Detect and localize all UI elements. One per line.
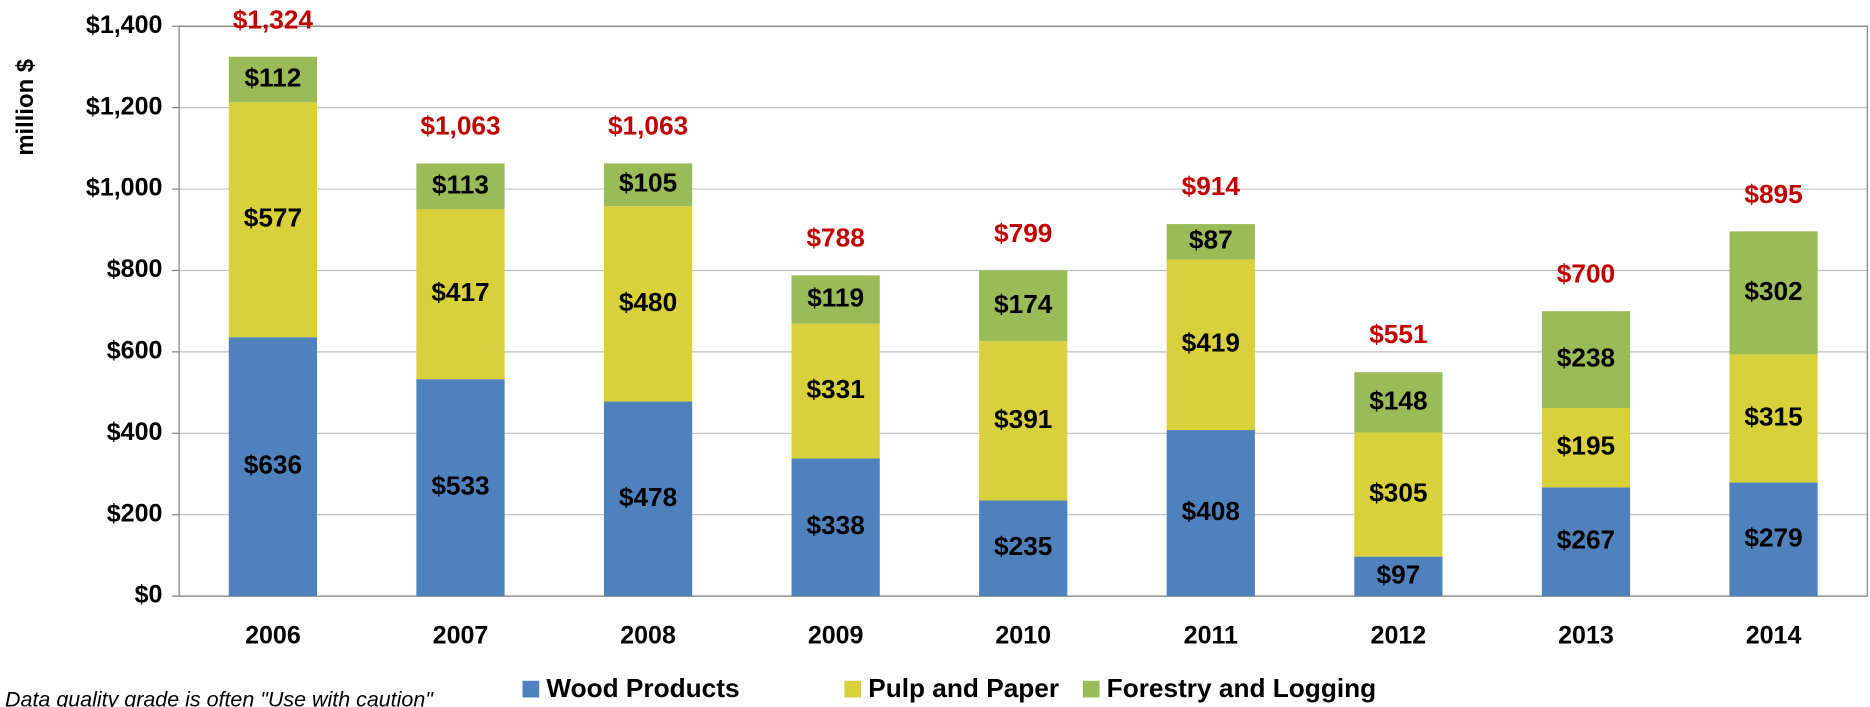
x-tick-label: 2006 <box>245 621 301 649</box>
value-label: $97 <box>1377 559 1421 589</box>
value-label: $408 <box>1182 496 1240 526</box>
value-label: $419 <box>1182 328 1240 358</box>
x-tick-label: 2014 <box>1746 621 1802 649</box>
total-label: $551 <box>1369 319 1427 349</box>
y-tick-label: $400 <box>107 418 163 446</box>
value-label: $636 <box>244 450 302 480</box>
value-label: $338 <box>806 510 864 540</box>
bar-segment <box>1729 231 1818 355</box>
y-tick-label: $1,000 <box>86 174 163 202</box>
x-tick-label: 2009 <box>808 621 864 649</box>
value-label: $195 <box>1557 431 1615 461</box>
bar-segment <box>791 275 880 324</box>
y-tick-label: $800 <box>107 255 163 283</box>
bar-segment <box>1541 408 1631 488</box>
bar-segment <box>1729 482 1818 597</box>
x-tick-label: 2012 <box>1371 621 1427 649</box>
value-label: $279 <box>1744 522 1802 552</box>
value-label: $113 <box>432 169 489 199</box>
x-tick-label: 2007 <box>433 621 489 649</box>
value-label: $391 <box>994 404 1052 434</box>
y-tick-label: $0 <box>135 581 163 609</box>
value-label: $87 <box>1189 225 1233 255</box>
total-label: $700 <box>1557 258 1615 288</box>
bar-segment <box>1354 372 1443 433</box>
total-label: $1,063 <box>608 111 688 141</box>
bar-segment <box>1354 556 1443 597</box>
value-label: $577 <box>244 203 302 233</box>
bar-segment <box>1166 430 1255 597</box>
bar-segment <box>603 206 693 402</box>
x-tick-label: 2008 <box>620 621 676 649</box>
bar-segment <box>1166 259 1255 431</box>
value-label: $533 <box>431 471 489 501</box>
bar-segment <box>416 209 505 380</box>
value-label: $235 <box>994 531 1052 561</box>
bar-segment <box>791 323 880 459</box>
bar-segment <box>228 56 318 103</box>
bar-segment <box>228 337 318 597</box>
y-tick-label: $600 <box>107 336 163 364</box>
value-label: $417 <box>431 277 489 307</box>
total-label: $799 <box>994 218 1052 248</box>
legend-swatch <box>1082 680 1100 698</box>
total-label: $1,063 <box>420 111 500 141</box>
total-label: $788 <box>806 223 864 253</box>
value-label: $480 <box>619 287 677 317</box>
value-label: $478 <box>619 482 677 512</box>
value-label: $331 <box>806 374 864 404</box>
legend-label: Pulp and Paper <box>868 673 1059 703</box>
bar-segment <box>1541 487 1631 597</box>
bar-segment <box>1541 311 1631 409</box>
total-label: $914 <box>1182 171 1241 201</box>
y-tick-label: $1,200 <box>86 92 163 120</box>
y-axis-label: million $ <box>12 59 39 156</box>
bar-segment <box>791 458 880 597</box>
value-label: $238 <box>1557 343 1615 373</box>
bar-segment <box>979 341 1068 501</box>
value-label: $105 <box>619 168 677 198</box>
x-tick-label: 2013 <box>1558 621 1614 649</box>
y-tick-label: $1,400 <box>86 11 163 39</box>
value-label: $267 <box>1557 525 1615 555</box>
total-label: $895 <box>1744 179 1802 209</box>
value-label: $119 <box>807 282 864 312</box>
bar-segment <box>416 163 505 210</box>
bar-segment <box>1166 224 1255 260</box>
value-label: $305 <box>1369 477 1427 507</box>
x-tick-label: 2010 <box>995 621 1051 649</box>
value-label: $148 <box>1369 385 1427 415</box>
bar-segment <box>1729 354 1818 483</box>
x-tick-label: 2011 <box>1184 621 1238 649</box>
bar-segment <box>603 163 693 207</box>
legend-label: Wood Products <box>546 673 739 703</box>
value-label: $112 <box>244 62 301 92</box>
note: Data quality grade is often "Use with ca… <box>5 688 434 707</box>
value-label: $315 <box>1744 401 1802 431</box>
value-label: $174 <box>994 289 1053 319</box>
bar-segment <box>1354 432 1443 557</box>
legend-swatch <box>844 680 862 698</box>
total-label: $1,324 <box>233 4 314 34</box>
value-label: $302 <box>1744 276 1802 306</box>
bar-segment <box>979 270 1068 342</box>
legend-label: Forestry and Logging <box>1107 673 1376 703</box>
bar-segment <box>603 401 693 597</box>
legend-swatch <box>522 680 540 698</box>
bar-segment <box>228 102 318 338</box>
y-tick-label: $200 <box>107 499 163 527</box>
bar-segment <box>979 500 1068 597</box>
bar-segment <box>416 379 505 597</box>
